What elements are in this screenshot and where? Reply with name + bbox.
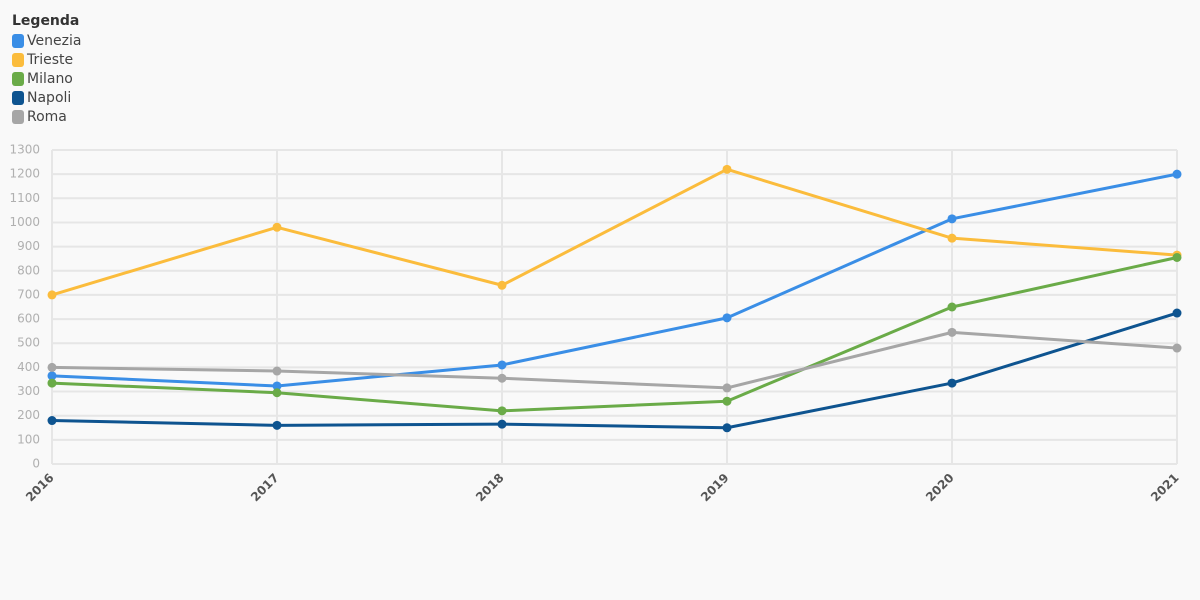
legend-label: Roma <box>27 109 67 125</box>
line <box>51 167 1178 297</box>
point <box>497 280 507 290</box>
point <box>947 214 957 224</box>
legend-swatch <box>12 110 24 124</box>
point <box>722 164 732 174</box>
point <box>722 313 732 323</box>
y-tick-label: 300 <box>17 384 40 398</box>
line <box>51 256 1178 413</box>
line <box>51 172 1178 388</box>
legend-swatch <box>12 91 24 105</box>
legend-label: Napoli <box>27 90 71 106</box>
y-tick-label: 400 <box>17 360 40 374</box>
y-tick-label: 1000 <box>9 215 40 229</box>
y-tick-label: 1100 <box>9 191 40 205</box>
point <box>947 302 957 312</box>
point <box>47 378 57 388</box>
point <box>47 371 57 381</box>
point <box>47 416 57 426</box>
point <box>1172 343 1182 353</box>
point <box>47 290 57 300</box>
point <box>1172 252 1182 262</box>
point <box>497 373 507 383</box>
y-tick-label: 200 <box>17 408 40 422</box>
point <box>272 420 282 430</box>
legend-label: Venezia <box>27 33 81 49</box>
point <box>722 396 732 406</box>
y-tick-label: 1300 <box>9 143 40 157</box>
point <box>947 233 957 243</box>
point <box>1172 169 1182 179</box>
y-tick-label: 1200 <box>9 167 40 181</box>
point <box>272 388 282 398</box>
y-tick-label: 600 <box>17 312 40 326</box>
y-tick-label: 700 <box>17 287 40 301</box>
point <box>272 381 282 391</box>
y-tick-label: 500 <box>17 336 40 350</box>
legend-title: Legenda <box>12 13 79 29</box>
point <box>47 362 57 372</box>
line <box>51 330 1178 390</box>
y-tick-label: 100 <box>17 432 40 446</box>
legend-swatch <box>12 53 24 67</box>
legend-label: Trieste <box>26 52 73 68</box>
point <box>497 419 507 429</box>
point <box>947 378 957 388</box>
point <box>497 406 507 416</box>
point <box>272 222 282 232</box>
y-tick-label: 0 <box>32 457 40 471</box>
legend-label: Milano <box>27 71 73 87</box>
point <box>1172 308 1182 318</box>
y-tick-label: 800 <box>17 263 40 277</box>
line <box>51 311 1178 430</box>
y-tick-label: 900 <box>17 239 40 253</box>
point <box>272 366 282 376</box>
point <box>947 327 957 337</box>
legend-swatch <box>12 34 24 48</box>
legend-swatch <box>12 72 24 86</box>
point <box>722 423 732 433</box>
point <box>497 360 507 370</box>
point <box>722 383 732 393</box>
